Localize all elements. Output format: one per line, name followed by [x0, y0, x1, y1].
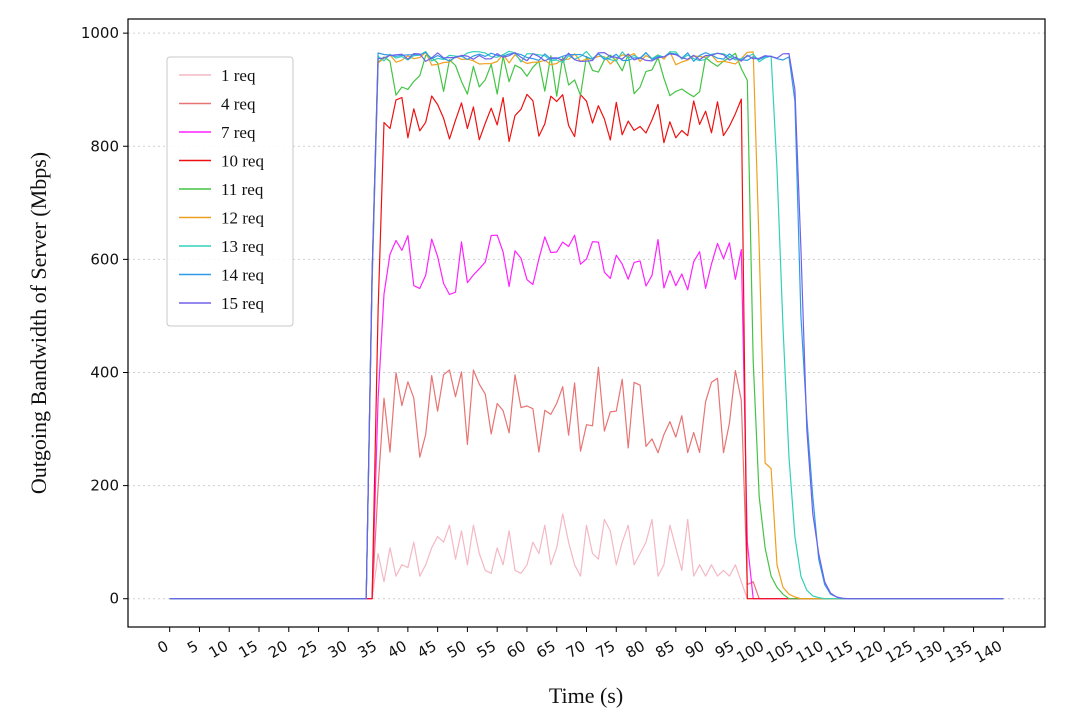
- legend-label: 4 req: [221, 95, 256, 114]
- legend-label: 1 req: [221, 66, 256, 85]
- x-tick-label: 50: [444, 637, 470, 662]
- x-tick-label: 140: [972, 637, 1006, 667]
- y-tick-label: 400: [90, 363, 119, 381]
- series-lines: [169, 50, 1004, 600]
- x-tick-label: 125: [882, 637, 916, 667]
- legend-label: 13 req: [221, 237, 264, 256]
- x-tick-label: 110: [793, 637, 827, 667]
- x-tick-label: 10: [206, 637, 232, 662]
- x-tick-label: 115: [823, 637, 857, 667]
- y-tick-label: 200: [90, 477, 119, 495]
- series-line-13-req: [169, 50, 1004, 600]
- series-line-15-req: [169, 52, 1004, 600]
- x-tick-label: 105: [763, 637, 797, 667]
- x-tick-label: 130: [912, 637, 946, 667]
- x-tick-label: 65: [533, 637, 559, 662]
- x-axis-title: Time (s): [549, 683, 623, 708]
- x-tick-label: 20: [265, 637, 291, 662]
- series-line-11-req: [169, 52, 1004, 600]
- legend-label: 15 req: [221, 294, 264, 313]
- x-tick-label: 95: [712, 637, 738, 662]
- x-tick-label: 35: [355, 637, 381, 662]
- x-tick-label: 45: [414, 637, 440, 662]
- series-line-4-req: [169, 366, 1004, 600]
- x-tick-label: 90: [682, 637, 708, 662]
- y-tick-label: 1000: [81, 24, 119, 42]
- legend-label: 10 req: [221, 152, 264, 171]
- x-tick-label: 15: [235, 637, 261, 662]
- x-tick-label: 80: [623, 637, 649, 662]
- x-tick-label: 135: [942, 637, 976, 667]
- y-axis-title: Outgoing Bandwidth of Server (Mbps): [26, 152, 51, 494]
- y-tick-label: 600: [90, 250, 119, 268]
- x-tick-label: 120: [852, 637, 886, 667]
- legend-box: [166, 56, 294, 327]
- legend: 1 req 4 req 7 req 10 req 11 req 12 req 13 req 1…: [166, 56, 294, 327]
- x-tick-label: 70: [563, 637, 589, 662]
- x-tick-label: 60: [503, 637, 529, 662]
- legend-label: 11 req: [221, 180, 264, 199]
- legend-label: 14 req: [221, 266, 264, 285]
- x-tick-label: 75: [593, 637, 619, 662]
- x-tick-label: 0: [154, 637, 171, 657]
- series-line-1-req: [169, 513, 1004, 600]
- x-tick-label: 30: [325, 637, 351, 662]
- x-tick-label: 5: [184, 637, 201, 657]
- x-tick-label: 25: [295, 637, 321, 662]
- legend-label: 12 req: [221, 209, 264, 228]
- series-line-12-req: [169, 51, 1004, 600]
- x-tick-label: 55: [474, 637, 500, 662]
- series-line-7-req: [169, 234, 1004, 600]
- series-line-14-req: [169, 51, 1004, 600]
- y-tick-label: 800: [90, 137, 119, 155]
- y-tick-label: 0: [109, 590, 119, 608]
- x-tick-label: 40: [384, 637, 410, 662]
- legend-label: 7 req: [221, 123, 256, 142]
- series-line-10-req: [169, 93, 1004, 600]
- x-tick-label: 100: [733, 637, 767, 667]
- x-tick-label: 85: [652, 637, 678, 662]
